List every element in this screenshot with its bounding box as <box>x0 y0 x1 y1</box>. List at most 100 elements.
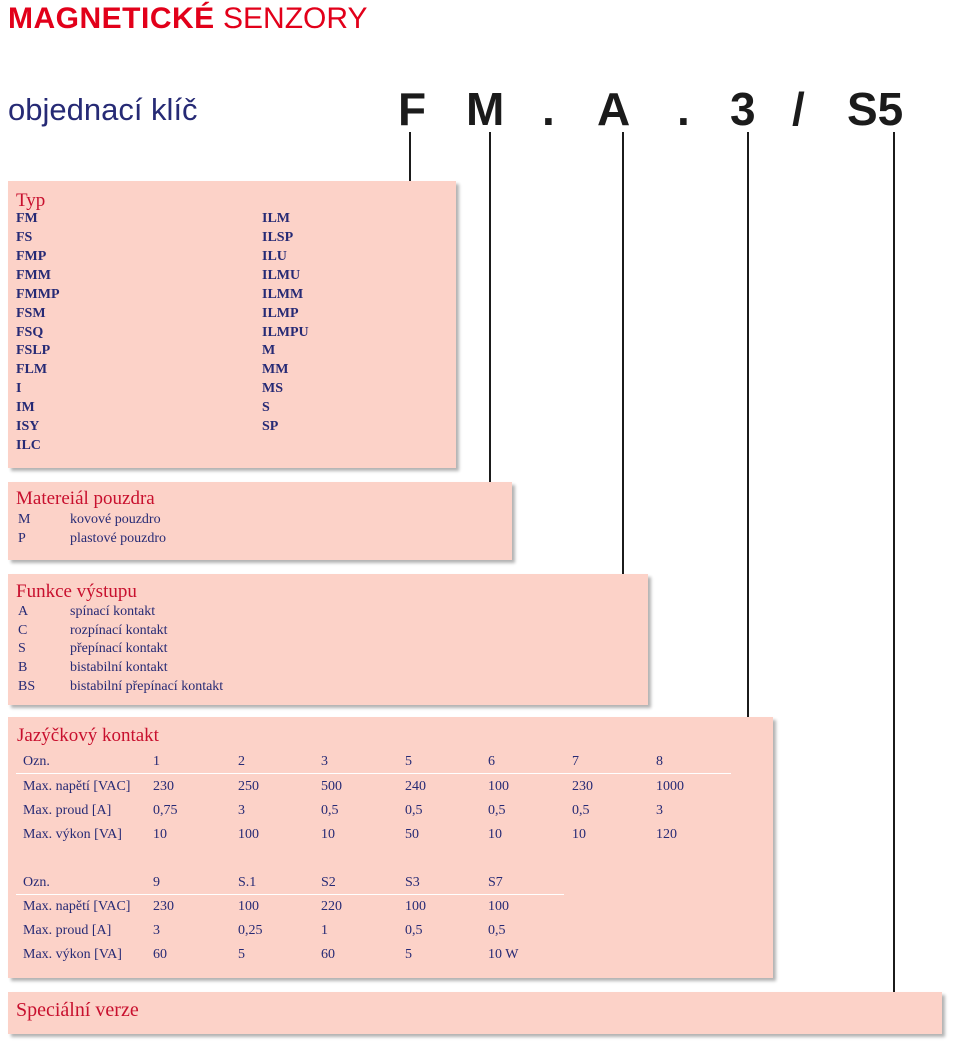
funkce-code: A <box>18 604 29 619</box>
code-char-m: M <box>466 83 505 135</box>
material-title: Matereiál pouzdra <box>16 488 155 509</box>
typ-item: ILM <box>262 211 290 226</box>
table2-header: 9 <box>153 875 160 890</box>
typ-item: ISY <box>16 419 40 434</box>
table2-cell: 3 <box>153 923 160 938</box>
table2-cell: Max. proud [A] <box>23 923 112 938</box>
table2-cell: Max. napětí [VAC] <box>23 899 131 914</box>
table2-cell: 100 <box>488 899 509 914</box>
typ-item: FSLP <box>16 343 51 358</box>
typ-item: FLM <box>16 362 48 377</box>
material-desc: kovové pouzdro <box>70 512 161 527</box>
table1-cell: Max. proud [A] <box>23 803 112 818</box>
order-code: F M . A . 3 / S5 <box>392 82 947 135</box>
typ-item: ILMPU <box>262 325 309 340</box>
table1-cell: 100 <box>488 779 509 794</box>
material-panel: Matereiál pouzdra M kovové pouzdro P pla… <box>8 482 512 560</box>
funkce-code: S <box>18 641 26 656</box>
table2-cell: 1 <box>321 923 328 938</box>
table2-header: S7 <box>488 875 503 890</box>
table2-cell: 5 <box>405 947 412 962</box>
table1-header: Ozn. <box>23 754 50 769</box>
typ-item: SP <box>262 419 279 434</box>
table1-cell: 500 <box>321 779 342 794</box>
table1-cell: 0,5 <box>572 803 590 818</box>
funkce-desc: přepínací kontakt <box>70 641 168 656</box>
funkce-title: Funkce výstupu <box>16 581 137 602</box>
typ-item: FMM <box>16 268 51 283</box>
connector-line-special <box>893 132 895 992</box>
special-panel: Speciální verze <box>8 992 942 1034</box>
table1-cell: 10 <box>321 827 335 842</box>
table2-cell: 60 <box>153 947 167 962</box>
typ-item: MM <box>262 362 289 377</box>
typ-item: FSM <box>16 306 46 321</box>
typ-item: ILC <box>16 438 41 453</box>
table1-cell: Max. napětí [VAC] <box>23 779 131 794</box>
code-char-f: F <box>398 83 427 135</box>
table1-cell: 1000 <box>656 779 684 794</box>
table2-cell: 5 <box>238 947 245 962</box>
typ-item: FMP <box>16 249 47 264</box>
table1-cell: 10 <box>488 827 502 842</box>
connector-line-typ <box>409 132 411 182</box>
typ-item: ILU <box>262 249 287 264</box>
table2-cell: Max. výkon [VA] <box>23 947 122 962</box>
table1-rule <box>16 773 731 774</box>
funkce-desc: spínací kontakt <box>70 604 156 619</box>
typ-title: Typ <box>16 190 46 211</box>
funkce-code: BS <box>18 679 36 694</box>
table1-cell: 100 <box>238 827 259 842</box>
table2-rule <box>16 894 564 895</box>
table1-cell: 3 <box>656 803 663 818</box>
typ-panel: Typ FM FS FMP FMM FMMP FSM FSQ FSLP FLM … <box>8 181 456 468</box>
table1-cell: 0,75 <box>153 803 178 818</box>
typ-item: M <box>262 343 276 358</box>
table1-cell: 0,5 <box>405 803 423 818</box>
table2-cell: 100 <box>238 899 259 914</box>
funkce-code: C <box>18 623 28 638</box>
typ-item: S <box>262 400 270 415</box>
typ-item: FSQ <box>16 325 44 340</box>
code-char-dot1: . <box>542 83 555 135</box>
code-char-a: A <box>597 83 631 135</box>
material-code: P <box>18 531 26 546</box>
table2-cell: 0,5 <box>488 923 506 938</box>
table1-cell: 3 <box>238 803 245 818</box>
funkce-desc: bistabilní kontakt <box>70 660 168 675</box>
table1-cell: 230 <box>572 779 593 794</box>
table1-cell: 10 <box>153 827 167 842</box>
code-char-dot2: . <box>677 83 690 135</box>
table1-cell: 240 <box>405 779 426 794</box>
typ-item: FS <box>16 230 33 245</box>
material-desc: plastové pouzdro <box>70 531 167 546</box>
table1-cell: 120 <box>656 827 677 842</box>
table2-header: S3 <box>405 875 420 890</box>
code-char-slash: / <box>792 83 805 135</box>
table2-cell: 60 <box>321 947 335 962</box>
typ-item: ILSP <box>262 230 294 245</box>
table1-cell: 230 <box>153 779 174 794</box>
code-char-3: 3 <box>730 83 756 135</box>
table1-header: 8 <box>656 754 663 769</box>
connector-line-jazyckovy <box>747 132 749 717</box>
table1-cell: 0,5 <box>488 803 506 818</box>
connector-line-funkce <box>622 132 624 574</box>
header-bold: MAGNETICKÉ <box>8 2 215 35</box>
table2-cell: 230 <box>153 899 174 914</box>
funkce-desc: bistabilní přepínací kontakt <box>70 679 224 694</box>
jazyckovy-panel: Jazýčkový kontakt Ozn. 1 2 3 5 6 7 8 Max… <box>8 717 773 978</box>
table2-header: S2 <box>321 875 336 890</box>
typ-item: MS <box>262 381 283 396</box>
table2-cell: 0,5 <box>405 923 423 938</box>
material-code: M <box>18 512 31 527</box>
table1-header: 6 <box>488 754 495 769</box>
typ-item: ILMU <box>262 268 301 283</box>
funkce-code: B <box>18 660 28 675</box>
typ-item: FM <box>16 211 38 226</box>
header-light: SENZORY <box>223 2 368 35</box>
typ-item: I <box>16 381 22 396</box>
table1-cell: 0,5 <box>321 803 339 818</box>
table2-header: Ozn. <box>23 875 50 890</box>
code-char-s5: S5 <box>847 83 904 135</box>
